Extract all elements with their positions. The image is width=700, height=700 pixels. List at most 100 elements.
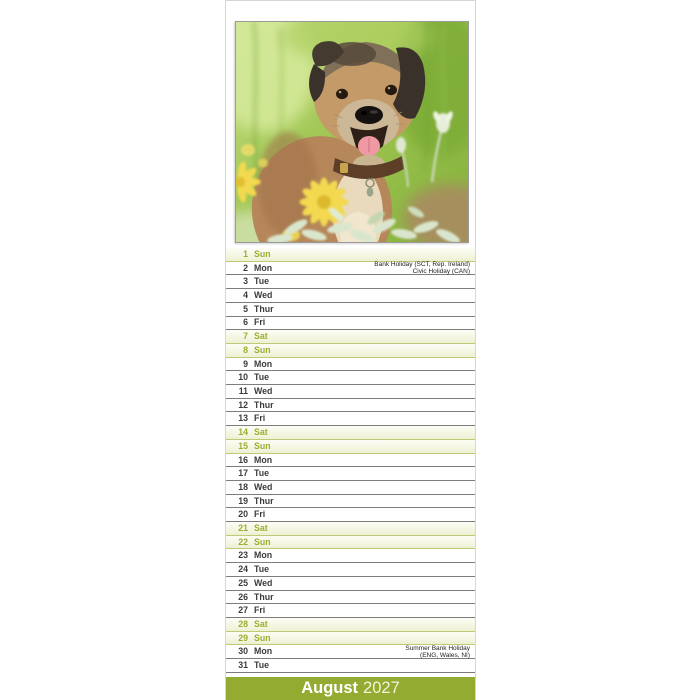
date-number: 30 [238,646,248,657]
calendar-row-29: 29 Sun [226,631,475,646]
day-name: Tue [254,372,269,383]
calendar-row-16: 16 Mon [226,454,475,468]
date-number: 16 [238,454,248,465]
date-number: 8 [243,344,248,355]
date-number: 1 [243,248,248,259]
day-name: Sat [254,427,268,438]
day-name: Tue [254,276,269,287]
date-number: 2 [243,262,248,273]
day-name: Wed [254,481,273,492]
date-number: 25 [238,577,248,588]
calendar-row-10: 10 Tue [226,371,475,386]
month-banner: August 2027 [226,677,475,700]
date-grid: 1 Sun 2 Mon Bank Holiday (SCT, Rep. Ireland)… [226,248,475,673]
date-number: 4 [243,290,248,301]
date-number: 19 [238,495,248,506]
calendar-row-25: 25 Wed [226,577,475,591]
calendar-row-9: 9 Mon [226,358,475,372]
day-name: Sun [254,440,271,451]
date-number: 11 [238,385,248,396]
date-number: 9 [243,358,248,369]
date-number: 3 [243,276,248,287]
calendar-row-11: 11 Wed [226,385,475,399]
day-name: Thur [254,399,274,410]
calendar-row-15: 15 Sun [226,439,475,454]
holiday-note: Summer Bank Holiday (ENG, Wales, NI) [405,644,470,659]
day-name: Fri [254,605,266,616]
date-number: 20 [238,509,248,520]
calendar-row-22: 22 Sun [226,535,475,550]
day-name: Tue [254,468,269,479]
day-name: Thur [254,303,274,314]
day-name: Sun [254,344,271,355]
day-name: Mon [254,262,273,273]
date-number: 5 [243,303,248,314]
calendar-row-6: 6 Fri [226,317,475,331]
day-name: Thur [254,591,274,602]
calendar-row-17: 17 Tue [226,467,475,481]
month-label: August [301,679,359,698]
calendar-row-1: 1 Sun [226,248,475,262]
day-name: Sun [254,248,271,259]
day-name: Mon [254,550,273,561]
day-name: Fri [254,413,266,424]
day-name: Mon [254,646,273,657]
date-number: 10 [238,372,248,383]
calendar-row-14: 14 Sat [226,426,475,440]
calendar-row-19: 19 Thur [226,495,475,509]
calendar-card: 1 Sun 2 Mon Bank Holiday (SCT, Rep. Ireland)… [225,0,476,700]
day-name: Fri [254,317,266,328]
calendar-row-28: 28 Sat [226,617,475,632]
date-number: 18 [238,481,248,492]
day-name: Mon [254,454,273,465]
calendar-row-31: 31 Tue [226,659,475,673]
date-number: 21 [238,523,248,534]
date-number: 15 [238,440,248,451]
calendar-row-12: 12 Thur [226,399,475,413]
day-name: Sat [254,618,268,629]
date-number: 28 [238,618,248,629]
calendar-row-18: 18 Wed [226,481,475,495]
day-name: Wed [254,577,273,588]
date-number: 14 [238,427,248,438]
year-label: 2027 [363,679,400,698]
calendar-row-5: 5 Thur [226,303,475,317]
date-number: 7 [243,331,248,342]
day-name: Wed [254,385,273,396]
date-number: 22 [238,536,248,547]
calendar-row-3: 3 Tue [226,275,475,290]
calendar-row-21: 21 Sat [226,522,475,536]
calendar-row-26: 26 Thur [226,591,475,605]
dog-photo [235,21,469,243]
calendar-row-13: 13 Fri [226,412,475,427]
calendar-row-24: 24 Tue [226,563,475,577]
border-terrier-illustration [236,22,468,242]
day-name: Thur [254,495,274,506]
day-name: Tue [254,564,269,575]
calendar-row-8: 8 Sun [226,343,475,358]
calendar-row-2: 2 Mon Bank Holiday (SCT, Rep. Ireland) Civi… [226,261,475,276]
date-number: 24 [238,564,248,575]
date-number: 17 [238,468,248,479]
day-name: Sun [254,536,271,547]
date-number: 23 [238,550,248,561]
date-number: 12 [238,399,248,410]
day-name: Sun [254,632,271,643]
date-number: 27 [238,605,248,616]
calendar-row-7: 7 Sat [226,330,475,344]
calendar-row-23: 23 Mon [226,549,475,564]
holiday-note: Bank Holiday (SCT, Rep. Ireland) Civic Ho… [374,261,470,276]
date-number: 6 [243,317,248,328]
day-name: Fri [254,509,266,520]
date-number: 26 [238,591,248,602]
day-name: Mon [254,358,273,369]
date-number: 29 [238,632,248,643]
calendar-row-20: 20 Fri [226,508,475,523]
calendar-row-30: 30 Mon Summer Bank Holiday (ENG, Wales, NI) [226,644,475,660]
day-name: Sat [254,331,268,342]
date-number: 13 [238,413,248,424]
day-name: Sat [254,523,268,534]
calendar-row-4: 4 Wed [226,289,475,303]
calendar-row-27: 27 Fri [226,604,475,618]
